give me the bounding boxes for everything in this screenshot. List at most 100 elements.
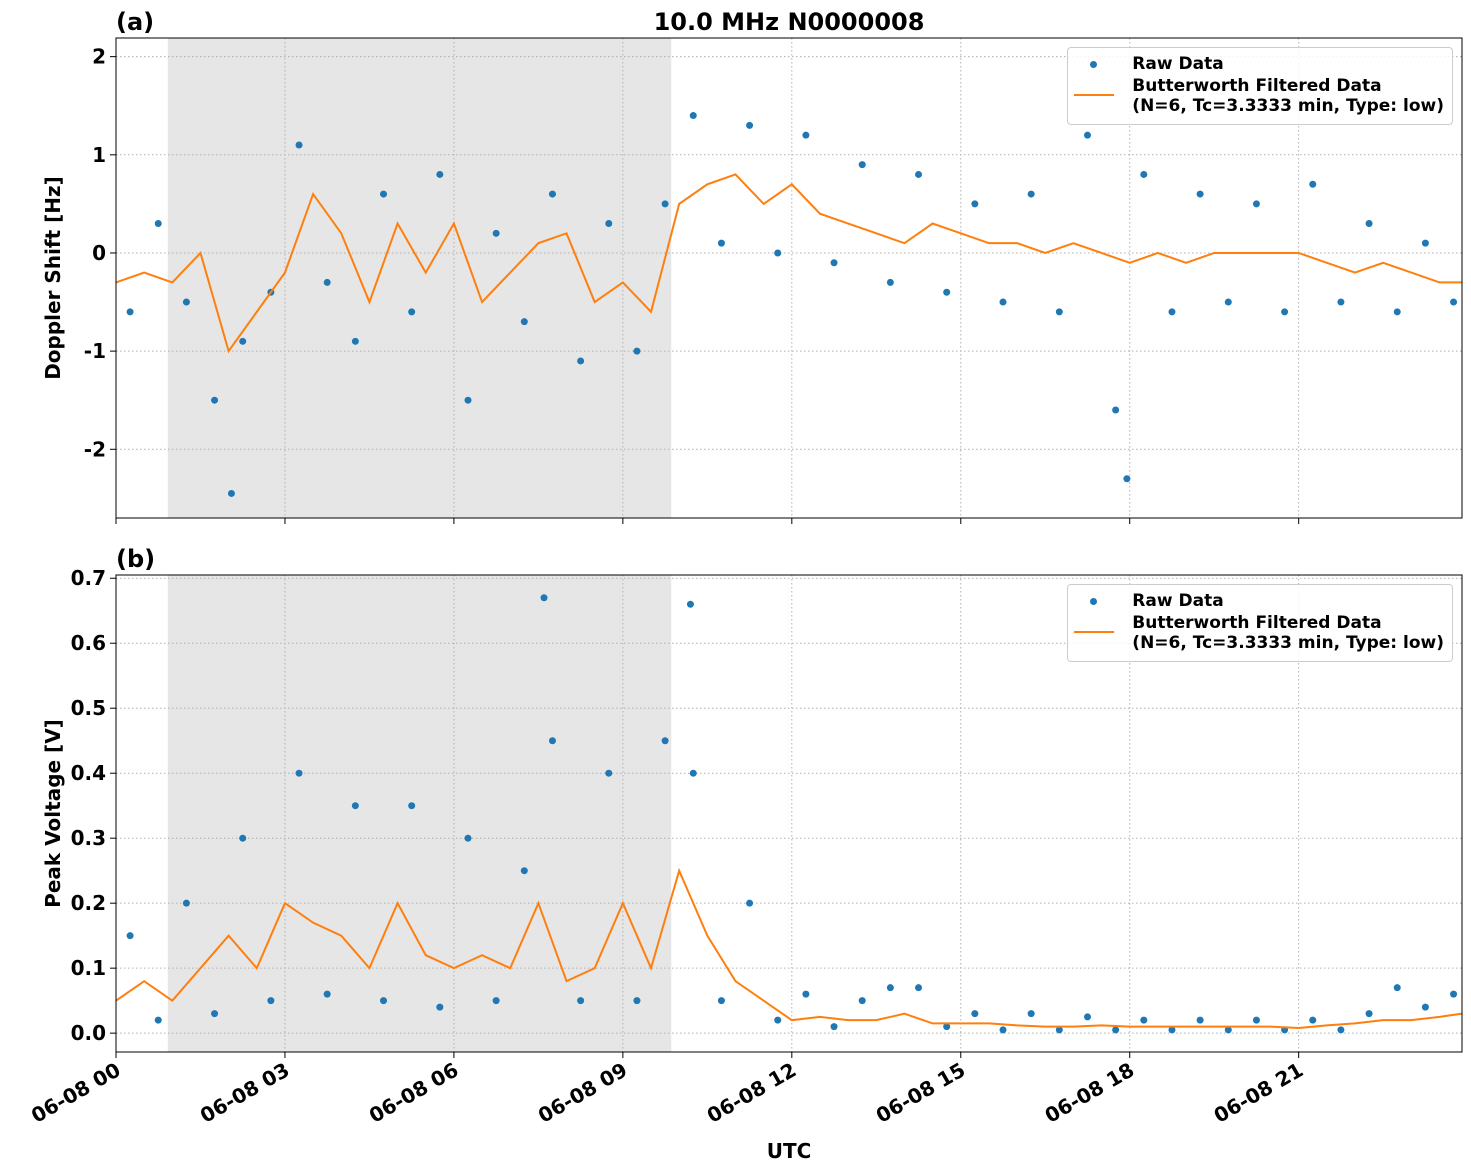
raw-point (1337, 298, 1345, 306)
raw-point (520, 318, 528, 326)
raw-point (408, 308, 416, 316)
raw-point (717, 239, 725, 247)
raw-point (1083, 1013, 1091, 1021)
legend-line (1074, 94, 1115, 96)
y-tick-label: 0.0 (71, 1021, 106, 1045)
raw-point (1055, 1026, 1063, 1034)
legend-label: Butterworth Filtered Data (N=6, Tc=3.333… (1132, 76, 1444, 116)
raw-point (1112, 1026, 1120, 1034)
raw-point (633, 997, 641, 1005)
raw-point (605, 769, 613, 777)
raw-point (540, 594, 548, 602)
filtered-line (116, 173, 1462, 354)
x-axis-label: UTC (767, 1139, 812, 1163)
raw-point (830, 1023, 838, 1031)
raw-point (1140, 170, 1148, 178)
raw-point (211, 1010, 219, 1018)
y-tick-label: 1 (92, 143, 106, 167)
raw-point (577, 357, 585, 365)
raw-point (126, 308, 134, 316)
raw-point (323, 278, 331, 286)
legend: Raw Data Butterworth Filtered Data (N=6, … (1067, 584, 1453, 662)
y-tick-label: 0.7 (71, 566, 106, 590)
raw-point (295, 141, 303, 149)
raw-point (380, 997, 388, 1005)
raw-point (520, 867, 528, 875)
raw-point (1196, 1016, 1204, 1024)
raw-point (717, 997, 725, 1005)
raw-point (1168, 308, 1176, 316)
y-tick-label: 0.6 (71, 631, 106, 655)
raw-point (1123, 475, 1131, 483)
raw-point (408, 802, 416, 810)
raw-point (436, 1003, 444, 1011)
raw-point (802, 131, 810, 139)
raw-point (126, 932, 134, 940)
legend-label: Raw Data (1132, 591, 1224, 611)
raw-point (661, 200, 669, 208)
raw-point (999, 1026, 1007, 1034)
raw-point (689, 112, 697, 120)
plot-area (116, 594, 1462, 1034)
raw-point (323, 990, 331, 998)
raw-point (774, 1016, 782, 1024)
raw-point (858, 161, 866, 169)
raw-point (774, 249, 782, 257)
raw-point (492, 997, 500, 1005)
x-tick-label: 06-08 09 (534, 1058, 632, 1128)
raw-point (1309, 180, 1317, 188)
legend-label: Butterworth Filtered Data (N=6, Tc=3.333… (1132, 613, 1444, 653)
raw-point (182, 298, 190, 306)
raw-point (999, 298, 1007, 306)
y-tick-label: 0.5 (71, 696, 106, 720)
raw-point (464, 396, 472, 404)
raw-point (267, 997, 275, 1005)
axes-frame (115, 37, 1463, 519)
x-tick-label: 06-08 21 (1210, 1058, 1308, 1128)
raw-point (886, 278, 894, 286)
raw-point (436, 170, 444, 178)
raw-point (1393, 984, 1401, 992)
plot-area (116, 112, 1462, 497)
y-axis-label: Doppler Shift [Hz] (41, 176, 65, 380)
y-tick-label: 0.2 (71, 891, 106, 915)
raw-point (1027, 1010, 1035, 1018)
x-tick-label: 06-08 06 (365, 1058, 463, 1128)
x-tick-label: 06-08 12 (703, 1058, 801, 1128)
raw-point (1196, 190, 1204, 198)
raw-point (1027, 190, 1035, 198)
chart-title: 10.0 MHz N0000008 (654, 8, 925, 36)
legend-dot (1090, 61, 1098, 68)
legend-line (1074, 631, 1115, 633)
raw-point (971, 200, 979, 208)
raw-point (1140, 1016, 1148, 1024)
legend-entry: Raw Data (1074, 54, 1444, 74)
x-tick-label: 06-08 15 (872, 1058, 970, 1128)
raw-point (661, 737, 669, 745)
raw-point (1224, 1026, 1232, 1034)
raw-point (1450, 990, 1458, 998)
legend-key (1074, 76, 1115, 96)
raw-point (211, 396, 219, 404)
shaded-region (167, 38, 672, 518)
raw-point (746, 899, 754, 907)
raw-point (1421, 1003, 1429, 1011)
legend: Raw Data Butterworth Filtered Data (N=6, … (1067, 47, 1453, 125)
raw-point (182, 899, 190, 907)
raw-point (1281, 308, 1289, 316)
raw-point (239, 337, 247, 345)
raw-point (686, 600, 694, 608)
shaded-region (167, 575, 672, 1052)
raw-point (830, 259, 838, 267)
raw-point (1365, 220, 1373, 228)
raw-point (633, 347, 641, 355)
raw-point (1393, 308, 1401, 316)
raw-point (605, 220, 613, 228)
raw-point (1252, 200, 1260, 208)
y-tick-label: 0.4 (71, 761, 106, 785)
y-tick-label: -1 (84, 339, 106, 363)
raw-point (1337, 1026, 1345, 1034)
raw-point (548, 737, 556, 745)
raw-point (154, 220, 162, 228)
